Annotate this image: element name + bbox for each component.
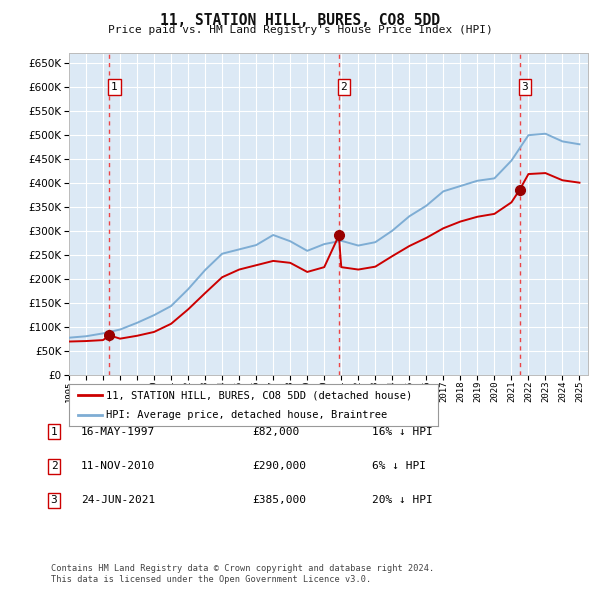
Text: HPI: Average price, detached house, Braintree: HPI: Average price, detached house, Brai… [106,411,387,420]
Text: 6% ↓ HPI: 6% ↓ HPI [372,461,426,471]
Text: 2: 2 [341,82,347,92]
Text: 20% ↓ HPI: 20% ↓ HPI [372,496,433,505]
Text: 3: 3 [50,496,58,505]
Text: 16-MAY-1997: 16-MAY-1997 [81,427,155,437]
Text: £82,000: £82,000 [252,427,299,437]
Text: 1: 1 [50,427,58,437]
Text: This data is licensed under the Open Government Licence v3.0.: This data is licensed under the Open Gov… [51,575,371,584]
Text: £290,000: £290,000 [252,461,306,471]
Text: 1: 1 [111,82,118,92]
Text: 11-NOV-2010: 11-NOV-2010 [81,461,155,471]
Text: 2: 2 [50,461,58,471]
Text: 3: 3 [521,82,528,92]
Text: 24-JUN-2021: 24-JUN-2021 [81,496,155,505]
Text: £385,000: £385,000 [252,496,306,505]
Text: 11, STATION HILL, BURES, CO8 5DD: 11, STATION HILL, BURES, CO8 5DD [160,13,440,28]
Text: Price paid vs. HM Land Registry's House Price Index (HPI): Price paid vs. HM Land Registry's House … [107,25,493,35]
Text: 11, STATION HILL, BURES, CO8 5DD (detached house): 11, STATION HILL, BURES, CO8 5DD (detach… [106,391,412,401]
Text: Contains HM Land Registry data © Crown copyright and database right 2024.: Contains HM Land Registry data © Crown c… [51,565,434,573]
Text: 16% ↓ HPI: 16% ↓ HPI [372,427,433,437]
